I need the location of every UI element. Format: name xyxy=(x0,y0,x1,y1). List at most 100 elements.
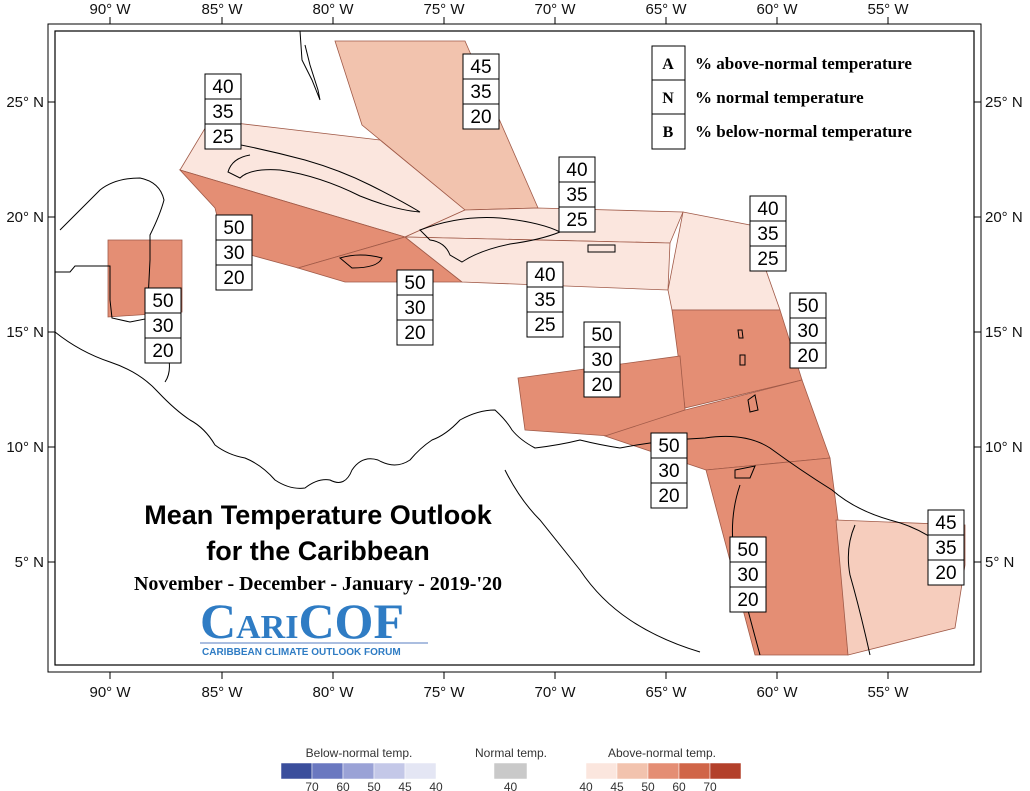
legend-text-normal: % normal temperature xyxy=(695,88,864,107)
probability-above: 50 xyxy=(797,296,818,317)
lat-label-left: 10° N xyxy=(6,439,44,456)
lat-label-left: 20° N xyxy=(6,209,44,226)
probability-below: 20 xyxy=(658,486,679,507)
probability-cell xyxy=(789,342,827,369)
probability-above: 50 xyxy=(404,273,425,294)
probability-cell xyxy=(927,559,965,586)
lon-label-top: 80° W xyxy=(312,1,354,18)
legend-key-b: B xyxy=(663,124,674,141)
colorbar-swatch xyxy=(709,762,742,780)
probability-below: 20 xyxy=(470,107,491,128)
probability-cell xyxy=(396,269,434,296)
lat-label-right: 5° N xyxy=(985,554,1014,571)
lon-label-top: 60° W xyxy=(756,1,798,18)
probability-normal: 30 xyxy=(404,298,425,319)
legend-text-below: % below-normal temperature xyxy=(695,122,912,141)
colorbar-swatch xyxy=(280,762,313,780)
probability-box-jamaica: 50 30 20 xyxy=(396,269,434,346)
lon-label-bottom: 75° W xyxy=(423,684,465,701)
probability-above: 50 xyxy=(591,325,612,346)
lat-label-right: 25° N xyxy=(985,94,1023,111)
colorbar-swatch xyxy=(373,762,406,780)
colorbar-tick: 60 xyxy=(672,780,686,791)
lon-label-bottom: 90° W xyxy=(89,684,131,701)
lat-label-right: 15° N xyxy=(985,324,1023,341)
probability-boxes: 45 35 20 40 35 25 50 30 20 50 30 20 50 30 20 40 35 25 40 35… xyxy=(144,53,965,613)
probability-box-leeward-islands: 40 35 25 xyxy=(749,195,787,272)
colorbar-swatch xyxy=(404,762,437,780)
probability-below: 20 xyxy=(404,323,425,344)
colorbar-tick: 70 xyxy=(305,780,319,791)
probability-normal: 35 xyxy=(566,185,587,206)
probability-box-guyana: 50 30 20 xyxy=(729,536,767,613)
colorbar-swatch xyxy=(342,762,375,780)
probability-box-trinidad-tobago: 50 30 20 xyxy=(650,432,688,509)
colorbar-tick: 50 xyxy=(367,780,381,791)
probability-above: 45 xyxy=(935,513,956,534)
lat-label-right: 20° N xyxy=(985,209,1023,226)
probability-below: 25 xyxy=(757,249,778,270)
caricof-logo: CARICOF CARIBBEAN CLIMATE OUTLOOK FORUM xyxy=(200,593,428,658)
probability-cell xyxy=(583,321,621,348)
colorbar-above: 40 45 50 60 70 xyxy=(579,762,742,791)
lon-label-top: 85° W xyxy=(201,1,243,18)
probability-cell xyxy=(526,311,564,338)
probability-normal: 35 xyxy=(212,102,233,123)
probability-cell xyxy=(729,586,767,613)
map-title-line1: Mean Temperature Outlook xyxy=(144,500,493,530)
probability-above: 50 xyxy=(737,540,758,561)
probability-below: 20 xyxy=(591,375,612,396)
colorbar-normal: 40 xyxy=(493,762,528,791)
colorbar-tick: 40 xyxy=(504,780,518,791)
probability-above: 40 xyxy=(212,77,233,98)
probability-normal: 35 xyxy=(757,224,778,245)
colorbar-tick: 45 xyxy=(610,780,624,791)
probability-normal: 30 xyxy=(797,321,818,342)
probability-below: 20 xyxy=(737,590,758,611)
probability-cell xyxy=(749,245,787,272)
colorbar-swatch xyxy=(585,762,618,780)
probability-normal: 30 xyxy=(223,243,244,264)
abn-legend: A N B % above-normal temperature % norma… xyxy=(651,45,912,150)
probability-cell xyxy=(650,482,688,509)
probability-cell xyxy=(650,432,688,459)
probability-cell xyxy=(526,261,564,288)
colorbar-swatch xyxy=(678,762,711,780)
probability-cell xyxy=(558,156,596,183)
probability-cell xyxy=(396,319,434,346)
probability-normal: 35 xyxy=(470,82,491,103)
probability-cell xyxy=(215,239,253,266)
probability-above: 45 xyxy=(470,57,491,78)
probability-box-belize: 50 30 20 xyxy=(144,287,182,364)
lat-label-left: 15° N xyxy=(6,324,44,341)
probability-cell xyxy=(650,457,688,484)
logo-subtitle: CARIBBEAN CLIMATE OUTLOOK FORUM xyxy=(202,647,401,658)
probability-below: 20 xyxy=(797,346,818,367)
probability-normal: 30 xyxy=(591,350,612,371)
legend-key-box xyxy=(651,79,686,115)
probability-cell xyxy=(462,103,500,130)
colorbar-tick: 60 xyxy=(336,780,350,791)
probability-normal: 35 xyxy=(534,290,555,311)
probability-box-windward-islands: 50 30 20 xyxy=(789,292,827,369)
lat-label-right: 10° N xyxy=(985,439,1023,456)
lon-label-top: 90° W xyxy=(89,1,131,18)
legend-key-box xyxy=(651,113,686,150)
legend-key-a: A xyxy=(662,56,674,73)
colorbar-swatch xyxy=(616,762,649,780)
probability-cell xyxy=(729,536,767,563)
lon-label-bottom: 55° W xyxy=(867,684,909,701)
colorbar-tick: 70 xyxy=(703,780,717,791)
probability-normal: 30 xyxy=(658,461,679,482)
probability-normal: 30 xyxy=(152,316,173,337)
axis-ticks xyxy=(48,17,981,679)
probability-below: 25 xyxy=(566,210,587,231)
lon-label-bottom: 60° W xyxy=(756,684,798,701)
probability-cell xyxy=(215,264,253,291)
colorbar-tick: 50 xyxy=(641,780,655,791)
lon-label-bottom: 70° W xyxy=(534,684,576,701)
probability-box-abc-islands: 50 30 20 xyxy=(583,321,621,398)
lon-label-bottom: 65° W xyxy=(645,684,687,701)
probability-cell xyxy=(204,73,242,100)
